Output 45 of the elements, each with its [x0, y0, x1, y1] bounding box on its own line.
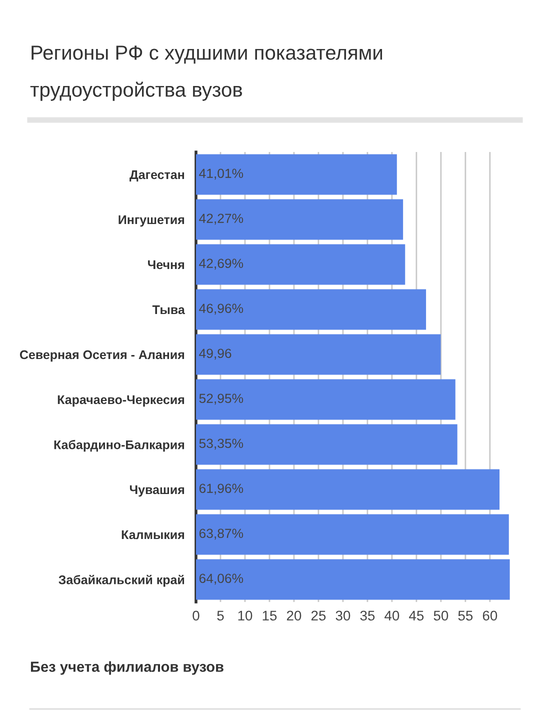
x-tick-label: 35 — [360, 610, 375, 621]
x-tick-label: 0 — [192, 610, 200, 621]
bar — [196, 424, 458, 465]
chart-title: Регионы РФ с худшими показателями трудоустройства вузов — [30, 46, 382, 101]
bar — [196, 244, 406, 285]
bar — [196, 514, 509, 555]
x-tick-label: 30 — [336, 610, 350, 621]
y-tick-label: Калмыкия — [122, 530, 184, 540]
bar — [196, 199, 404, 240]
x-tick-label: 10 — [238, 610, 252, 621]
bar — [196, 469, 500, 510]
x-tick-label: 20 — [286, 610, 302, 621]
data-label: 61,96% — [199, 484, 244, 495]
data-label: 41,01% — [199, 168, 244, 180]
data-label: 42,27% — [199, 214, 244, 225]
y-tick-label: Карачаево-Черкесия — [58, 395, 184, 407]
y-tick-label: Тыва — [152, 305, 185, 314]
x-tick-label: 45 — [409, 610, 424, 621]
data-label: 63,87% — [199, 528, 244, 540]
y-tick-label: Ингушетия — [118, 215, 184, 227]
x-tick-label: 25 — [311, 610, 326, 621]
bar — [196, 289, 426, 330]
y-tick-label: Забайкальский край — [58, 574, 184, 587]
x-tick-label: 55 — [458, 610, 473, 621]
y-tick-label: Северная Осетия - Алания — [20, 350, 184, 362]
data-label: 49,96 — [199, 348, 232, 360]
x-tick-label: 15 — [262, 610, 277, 621]
data-label: 42,69% — [199, 258, 244, 270]
data-label: 52,95% — [199, 394, 244, 405]
x-tick-label: 60 — [482, 610, 498, 621]
x-tick-label: 5 — [217, 610, 224, 621]
y-tick-label: Кабардино-Балкария — [54, 440, 184, 452]
x-tick-label: 50 — [434, 610, 448, 621]
y-tick-label: Дагестан — [130, 170, 184, 182]
x-tick-label: 40 — [384, 610, 400, 621]
text: Без учета филиалов вузов — [30, 661, 224, 675]
bar — [196, 379, 456, 420]
data-label: 64,06% — [199, 574, 244, 585]
bar — [196, 559, 510, 600]
data-label: 53,35% — [199, 438, 244, 450]
bar — [196, 334, 441, 375]
bar — [196, 154, 397, 195]
data-label: 46,96% — [199, 304, 244, 315]
y-tick-label: Чувашия — [130, 485, 184, 497]
y-tick-label: Чечня — [148, 260, 184, 270]
